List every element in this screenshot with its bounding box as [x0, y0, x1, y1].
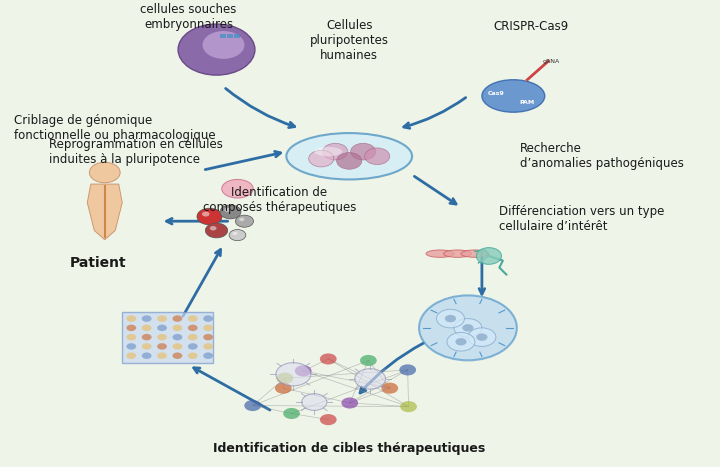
Circle shape	[239, 218, 245, 221]
Circle shape	[205, 223, 228, 238]
Bar	[227, 34, 233, 38]
Text: Identification de cibles thérapeutiques: Identification de cibles thérapeutiques	[213, 442, 485, 455]
Text: Reprogrammation en cellules
induites à la pluripotence: Reprogrammation en cellules induites à l…	[49, 138, 222, 166]
Circle shape	[477, 248, 501, 264]
Ellipse shape	[315, 147, 342, 156]
Circle shape	[188, 325, 198, 331]
Circle shape	[173, 315, 182, 322]
Circle shape	[142, 353, 151, 359]
Circle shape	[157, 325, 167, 331]
Text: CRISPR-Cas9: CRISPR-Cas9	[493, 20, 568, 33]
Circle shape	[400, 401, 417, 412]
Circle shape	[337, 153, 361, 169]
Bar	[234, 34, 240, 38]
Circle shape	[382, 382, 398, 394]
Circle shape	[419, 296, 517, 361]
Circle shape	[283, 408, 300, 419]
Circle shape	[309, 150, 334, 167]
Circle shape	[244, 400, 261, 411]
Circle shape	[173, 343, 182, 350]
Circle shape	[355, 368, 385, 389]
Text: gRNA: gRNA	[543, 59, 560, 64]
Bar	[122, 311, 213, 363]
Circle shape	[275, 382, 292, 394]
Text: PAM: PAM	[520, 100, 535, 106]
Text: Identification de
composés thérapeutiques: Identification de composés thérapeutique…	[202, 186, 356, 214]
Circle shape	[462, 324, 474, 332]
Ellipse shape	[482, 80, 545, 112]
Circle shape	[302, 394, 327, 410]
Circle shape	[142, 334, 151, 340]
Circle shape	[89, 163, 120, 183]
Circle shape	[173, 334, 182, 340]
Circle shape	[188, 353, 198, 359]
Circle shape	[445, 315, 456, 322]
Circle shape	[210, 226, 217, 231]
Text: Cas9: Cas9	[487, 91, 504, 96]
Circle shape	[203, 343, 213, 350]
Circle shape	[203, 334, 213, 340]
Ellipse shape	[426, 250, 454, 257]
Circle shape	[400, 364, 416, 375]
Polygon shape	[87, 184, 122, 240]
Circle shape	[351, 143, 376, 160]
Circle shape	[320, 354, 337, 365]
Circle shape	[157, 353, 167, 359]
Circle shape	[454, 318, 482, 337]
Circle shape	[173, 353, 182, 359]
Circle shape	[233, 232, 238, 235]
Circle shape	[468, 328, 496, 347]
Circle shape	[127, 343, 136, 350]
Bar	[220, 34, 225, 38]
Circle shape	[436, 309, 464, 328]
Circle shape	[276, 373, 293, 384]
Circle shape	[455, 338, 467, 346]
Circle shape	[447, 333, 475, 351]
Circle shape	[294, 365, 312, 376]
Circle shape	[127, 325, 136, 331]
Circle shape	[229, 230, 246, 241]
Ellipse shape	[444, 250, 472, 257]
Circle shape	[157, 315, 167, 322]
Circle shape	[188, 315, 198, 322]
Circle shape	[341, 397, 358, 409]
Text: Différenciation vers un type
cellulaire d’intérêt: Différenciation vers un type cellulaire …	[500, 205, 665, 233]
Circle shape	[323, 143, 348, 160]
Circle shape	[127, 353, 136, 359]
Text: Criblage de génomique
fonctionnelle ou pharmacologique: Criblage de génomique fonctionnelle ou p…	[14, 114, 215, 142]
Circle shape	[142, 325, 151, 331]
Text: Patient: Patient	[69, 256, 126, 270]
Circle shape	[197, 208, 222, 225]
Circle shape	[477, 333, 487, 341]
Circle shape	[320, 414, 337, 425]
Text: Recherche
d’anomalies pathogéniques: Recherche d’anomalies pathogéniques	[521, 142, 684, 170]
Ellipse shape	[287, 133, 412, 179]
Ellipse shape	[222, 179, 253, 198]
Circle shape	[142, 343, 151, 350]
Circle shape	[188, 343, 198, 350]
Circle shape	[127, 334, 136, 340]
Circle shape	[360, 355, 377, 366]
Circle shape	[276, 363, 311, 386]
Circle shape	[173, 325, 182, 331]
Circle shape	[157, 343, 167, 350]
Circle shape	[178, 24, 255, 75]
Circle shape	[235, 215, 253, 227]
Circle shape	[202, 212, 210, 217]
Ellipse shape	[461, 250, 489, 257]
Circle shape	[364, 148, 390, 164]
Circle shape	[203, 353, 213, 359]
Circle shape	[224, 208, 230, 212]
Circle shape	[188, 334, 198, 340]
Circle shape	[203, 325, 213, 331]
Circle shape	[127, 315, 136, 322]
Text: cellules souches
embryonnaires: cellules souches embryonnaires	[140, 3, 237, 31]
Text: Cellules
pluripotentes
humaines: Cellules pluripotentes humaines	[310, 19, 389, 62]
Circle shape	[203, 315, 213, 322]
Circle shape	[202, 31, 245, 59]
Circle shape	[142, 315, 151, 322]
Circle shape	[220, 205, 241, 219]
Circle shape	[157, 334, 167, 340]
